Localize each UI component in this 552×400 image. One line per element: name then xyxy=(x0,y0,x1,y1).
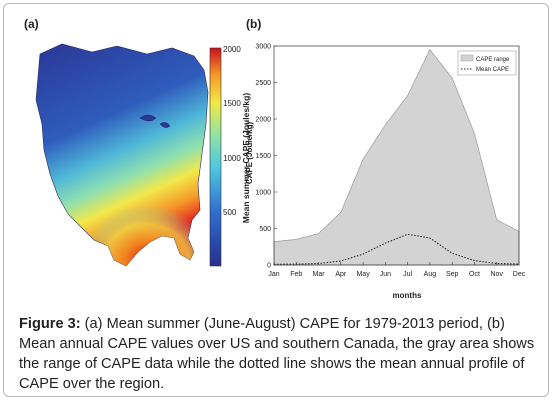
legend-label-range: CAPE range xyxy=(476,57,510,63)
panel-b-chart: (b) 0 500 1000 1500 2000 2500 3000 Jan Feb Mar Apr… xyxy=(244,17,534,300)
y-tick-label: 3000 xyxy=(255,44,271,51)
x-tick-label: Jan xyxy=(268,271,279,278)
x-tick-label: Mar xyxy=(313,271,326,278)
x-axis-label: months xyxy=(393,291,422,300)
legend-swatch-range xyxy=(460,54,474,62)
x-tick-label: Nov xyxy=(491,271,504,278)
southern-hot-region xyxy=(82,164,200,266)
colorbar-tick-2000: 2000 xyxy=(223,45,241,54)
y-axis-label: CAPE (Joule/kg) xyxy=(245,122,254,185)
caption-text: (a) Mean summer (June-August) CAPE for 1… xyxy=(19,316,535,392)
x-tick-label: Dec xyxy=(513,271,526,278)
mean-cape-line xyxy=(273,233,520,265)
figure-caption: Figure 3: (a) Mean summer (June-August) … xyxy=(19,314,539,394)
y-tick-label: 0 xyxy=(267,263,271,270)
colorbar-tick-1000: 1000 xyxy=(223,154,241,163)
great-lakes xyxy=(139,114,171,128)
colorbar-tick-500: 500 xyxy=(223,208,237,217)
x-tick-label: Aug xyxy=(424,271,437,278)
y-tick-label: 2000 xyxy=(255,117,271,124)
x-tick-label: Jul xyxy=(403,271,412,278)
x-tick-label: Feb xyxy=(290,271,302,278)
cape-annual-chart: (b) 0 500 1000 1500 2000 2500 3000 Jan Feb Mar Apr… xyxy=(245,17,526,300)
x-tick-label: Apr xyxy=(335,271,347,278)
cape-map: (a) 2000 1500 1000 500 Mean summer CAPE … xyxy=(24,17,251,267)
x-tick-label: Jun xyxy=(380,271,391,278)
y-tick-label: 1500 xyxy=(255,153,271,160)
x-tick-label: Sep xyxy=(446,271,459,278)
caption-label: Figure 3: xyxy=(19,316,81,332)
legend-label-mean: Mean CAPE xyxy=(476,67,509,73)
y-tick-label: 1000 xyxy=(255,190,271,197)
colorbar-tick-1500: 1500 xyxy=(223,99,241,108)
colorbar-label: Mean summer CAPE (Joules/kg) xyxy=(241,93,251,224)
panel-a-label: (a) xyxy=(24,17,39,31)
x-tick-label: May xyxy=(356,271,370,278)
panel-a-map: (a) 2000 1500 1000 500 Mean summer CAPE … xyxy=(22,14,260,284)
colorbar xyxy=(209,47,222,267)
chart-title: (b) xyxy=(246,18,261,31)
figure-frame: (a) 2000 1500 1000 500 Mean summer CAPE … xyxy=(3,3,549,397)
y-tick-label: 2500 xyxy=(255,80,271,87)
y-tick-label: 500 xyxy=(259,226,271,233)
x-tick-label: Oct xyxy=(469,271,480,278)
